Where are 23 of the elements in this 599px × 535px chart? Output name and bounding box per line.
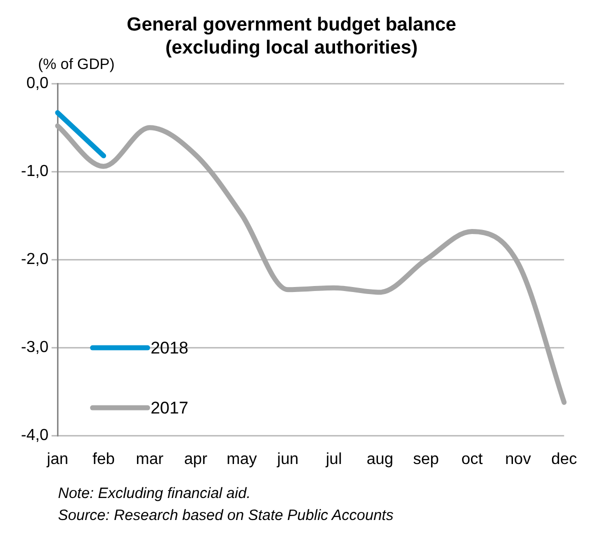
text: Note: Excluding financial aid. bbox=[58, 484, 252, 504]
x-tick-label: feb bbox=[92, 450, 115, 468]
legend-label: 2018 bbox=[150, 338, 188, 358]
x-tick-label: nov bbox=[505, 450, 531, 468]
chart-title: General government budget balance (excluding local authorities) bbox=[126, 14, 456, 58]
y-tick-label: -1,0 bbox=[20, 163, 49, 180]
x-tick-label: apr bbox=[184, 450, 208, 468]
x-tick-label: may bbox=[226, 450, 257, 468]
y-tick-label: 0,0 bbox=[26, 75, 49, 92]
x-tick-label: dec bbox=[551, 450, 577, 468]
source-note: Source: Research based on State Public Accounts bbox=[58, 506, 394, 526]
y-tick-label: -4,0 bbox=[20, 427, 49, 444]
x-tick-label: mar bbox=[136, 450, 164, 468]
y-tick-label: -3,0 bbox=[20, 339, 49, 356]
x-tick-label: jan bbox=[46, 450, 68, 468]
x-tick-label: jul bbox=[324, 450, 342, 468]
x-tick-label: aug bbox=[366, 450, 394, 468]
x-tick-label: jun bbox=[276, 450, 298, 468]
y-tick-label: -2,0 bbox=[20, 251, 49, 268]
legend-label: 2017 bbox=[150, 398, 188, 418]
x-tick-label: sep bbox=[413, 450, 439, 468]
x-tick-label: oct bbox=[461, 450, 484, 468]
y-axis-title: (% of GDP) bbox=[38, 56, 115, 74]
